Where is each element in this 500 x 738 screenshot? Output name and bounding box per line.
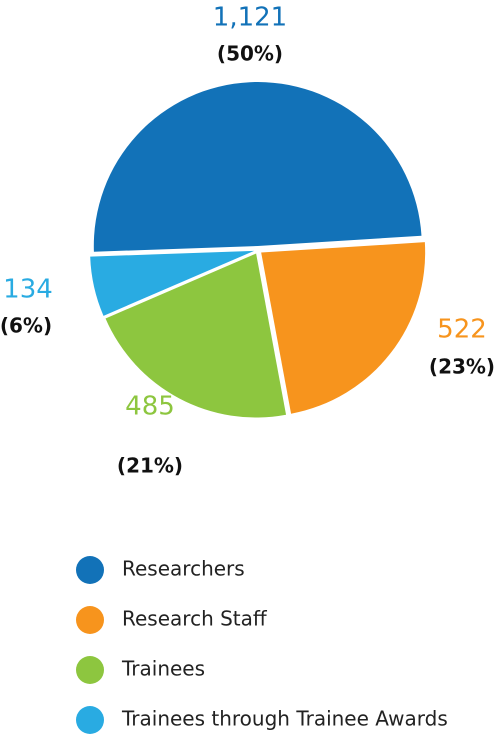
value-label: 134 (3, 275, 53, 305)
percent-label: (6%) (0, 314, 52, 338)
legend-label: Researchers (122, 557, 245, 581)
legend-swatch (76, 556, 104, 584)
legend-swatch (76, 706, 104, 734)
pie-slice (261, 242, 426, 414)
pie-slice (105, 253, 287, 418)
percent-label: (50%) (217, 42, 283, 66)
legend-swatch (76, 656, 104, 684)
pie-slice (93, 82, 422, 252)
legend-label: Trainees (121, 657, 205, 681)
percent-label: (23%) (429, 355, 495, 379)
value-label: 1,121 (213, 3, 287, 33)
value-label: 485 (125, 392, 175, 422)
percent-label: (21%) (117, 454, 183, 478)
legend-swatch (76, 606, 104, 634)
legend-label: Trainees through Trainee Awards (121, 707, 448, 731)
legend-label: Research Staff (122, 607, 268, 631)
pie-slice (90, 250, 255, 316)
value-label: 522 (437, 315, 487, 345)
